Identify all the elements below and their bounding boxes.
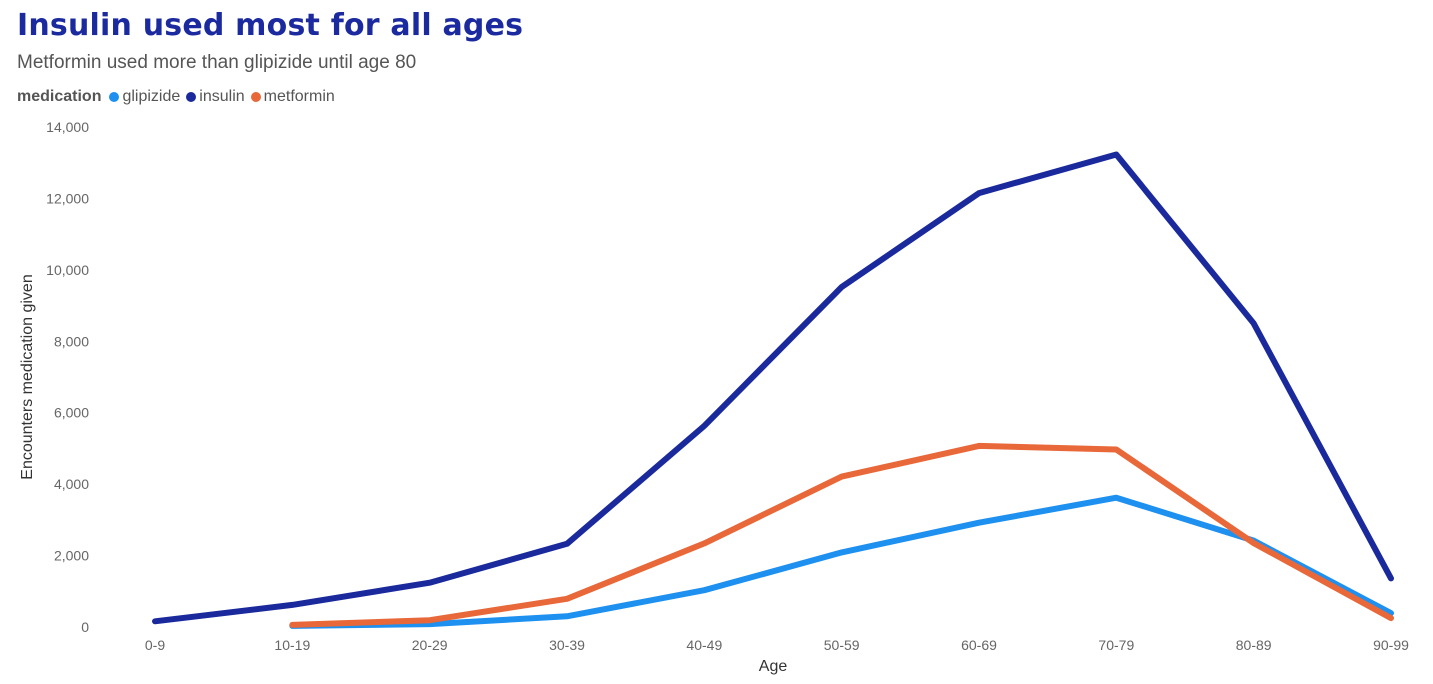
x-tick-label: 30-39 [549,637,585,653]
legend-label-glipizide: glipizide [122,88,181,105]
y-axis: 0 2,000 4,000 6,000 8,000 10,000 12,000 14,000 [46,119,89,635]
x-tick-label: 80-89 [1236,637,1272,653]
x-tick-label: 90-99 [1373,637,1409,653]
legend-item-glipizide[interactable]: glipizide [109,88,180,106]
legend-label-insulin: insulin [199,88,245,105]
legend-item-insulin[interactable]: insulin [186,88,245,106]
legend-dot-metformin [250,92,261,102]
legend-item-metformin[interactable]: metformin [250,88,335,106]
x-axis-label: Age [759,658,788,675]
y-tick-label: 8,000 [54,333,89,349]
y-tick-label: 4,000 [54,476,89,492]
y-tick-label: 2,000 [54,548,89,564]
y-tick-label: 6,000 [54,405,89,421]
x-tick-label: 10-19 [274,637,310,653]
legend-dot-glipizide [109,92,120,102]
x-tick-label: 0-9 [145,637,165,653]
y-tick-label: 12,000 [46,190,89,206]
series-line-glipizide[interactable] [289,494,1394,629]
y-tick-label: 0 [81,619,89,635]
series-line-insulin[interactable] [152,151,1394,625]
legend-title: medication [17,88,102,105]
legend-label-metformin: metformin [263,88,335,105]
legend-dot-insulin [186,92,197,102]
series-lines [152,151,1394,629]
y-axis-label: Encounters medication given [19,274,36,479]
x-tick-label: 70-79 [1098,637,1134,653]
x-tick-label: 60-69 [961,637,997,653]
x-axis: 0-9 10-19 20-29 30-39 40-49 50-59 60-69 70-79 80… [145,637,1409,653]
chart-title: Insulin used most for all ages [17,8,524,43]
y-tick-label: 10,000 [46,262,89,278]
x-tick-label: 20-29 [412,637,448,653]
x-tick-label: 40-49 [686,637,722,653]
legend: medication glipizide insulin metformin [17,88,341,106]
x-tick-label: 50-59 [824,637,860,653]
y-tick-label: 14,000 [46,119,89,135]
chart-subtitle: Metformin used more than glipizide until… [17,52,417,73]
series-line-metformin[interactable] [289,442,1394,628]
